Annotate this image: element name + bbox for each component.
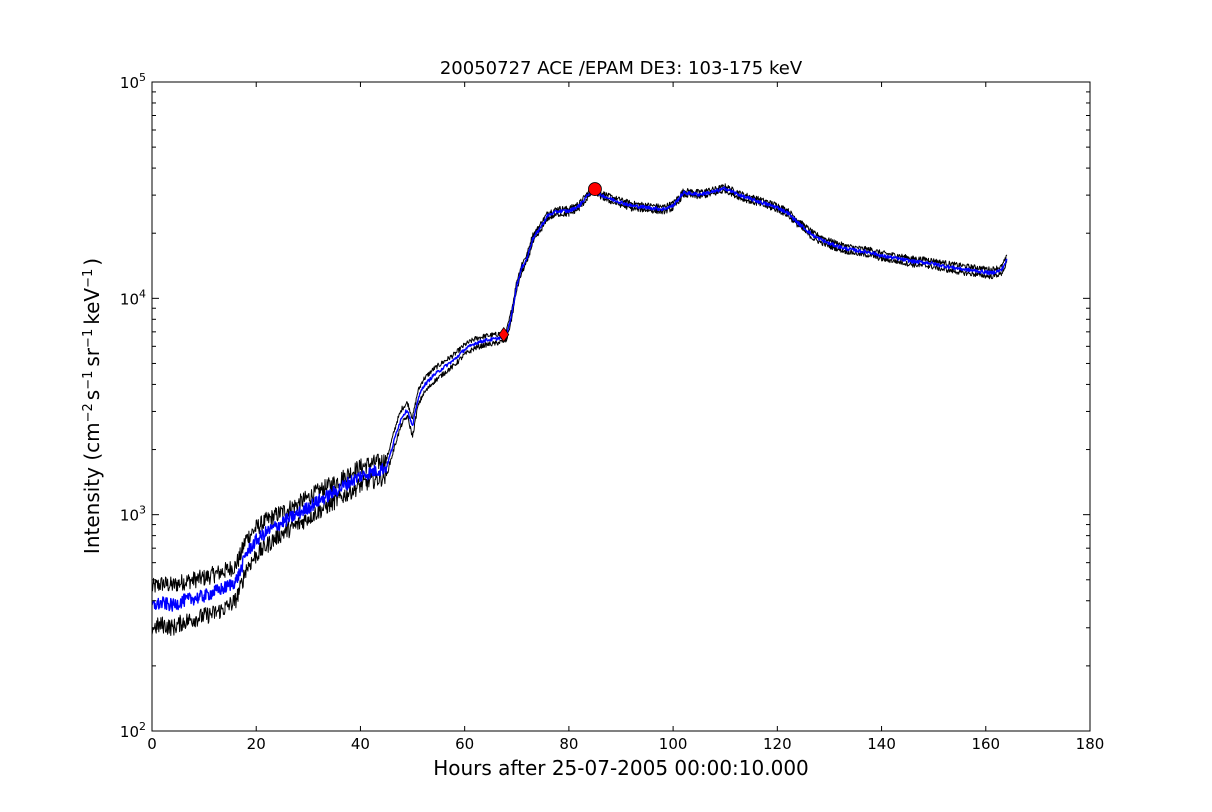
series-line-intensity xyxy=(152,186,1008,612)
x-tick-label: 120 xyxy=(763,735,792,753)
y-tick-label: 102 xyxy=(120,720,146,741)
x-tick-label: 0 xyxy=(147,735,157,753)
x-tick-label: 20 xyxy=(247,735,266,753)
x-tick-label: 160 xyxy=(971,735,1000,753)
x-tick-label: 100 xyxy=(659,735,688,753)
y-axis-label-exp: −1 xyxy=(81,269,96,288)
y-axis-label-exp: −1 xyxy=(81,329,96,348)
y-axis-label-part: Intensity (cm xyxy=(80,422,104,554)
onset-marker xyxy=(498,326,510,343)
x-tick-label: 80 xyxy=(559,735,578,753)
y-axis-label: Intensity (cm−2s−1sr−1keV−1) xyxy=(80,258,104,554)
plot-area: 0 20 40 60 80 100 120 140 160 180 102 103 104 105 xyxy=(120,71,1104,753)
x-tick-label: 60 xyxy=(455,735,474,753)
y-axis-label-part: sr xyxy=(80,347,104,366)
x-tick-label: 40 xyxy=(351,735,370,753)
series-line-lower-error-envelope xyxy=(152,187,1008,636)
marker-layer xyxy=(498,182,602,343)
y-tick-label: 103 xyxy=(120,504,146,525)
series-line-upper-error-envelope xyxy=(152,183,1008,593)
y-axis-label-part: keV xyxy=(80,288,104,325)
chart-title: 20050727 ACE /EPAM DE3: 103-175 keV xyxy=(440,58,803,79)
y-axis-label-part: s xyxy=(80,390,104,400)
plot-frame xyxy=(151,81,1091,732)
x-tick-label: 180 xyxy=(1076,735,1105,753)
peak-marker xyxy=(588,182,602,196)
y-tick-label: 105 xyxy=(120,71,146,92)
y-axis-label-group: Intensity (cm−2s−1sr−1keV−1) xyxy=(80,258,104,554)
y-axis-label-exp: −2 xyxy=(81,403,96,422)
x-tick-label: 140 xyxy=(867,735,896,753)
x-axis-label: Hours after 25-07-2005 00:00:10.000 xyxy=(433,756,809,780)
y-tick-label: 104 xyxy=(120,287,146,308)
y-axis-label-exp: −1 xyxy=(81,371,96,390)
y-axis-label-part: ) xyxy=(80,258,104,266)
tick-layer: 0 20 40 60 80 100 120 140 160 180 102 103 104 105 xyxy=(120,71,1104,753)
series-layer xyxy=(152,183,1008,636)
